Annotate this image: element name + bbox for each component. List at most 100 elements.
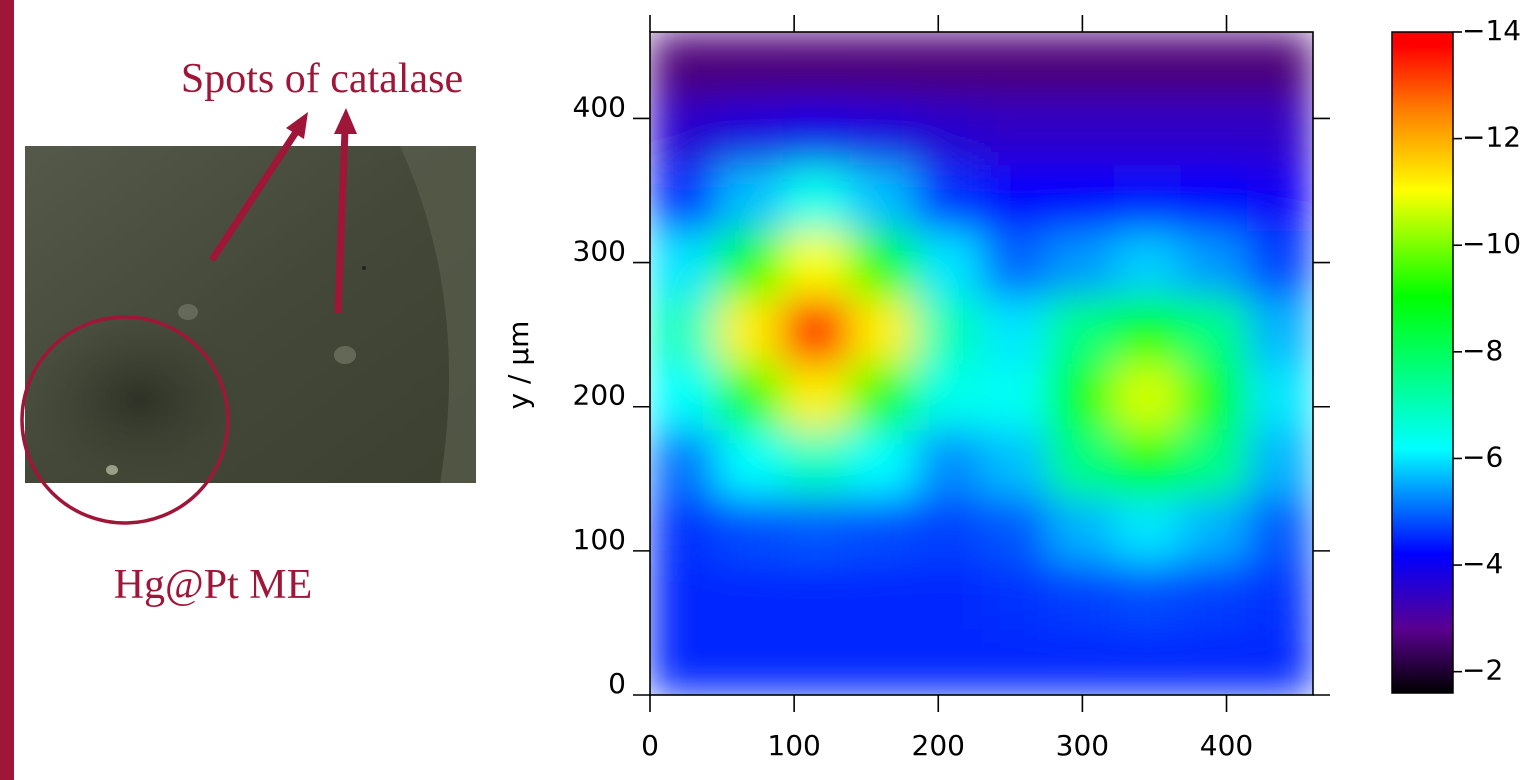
heat-cell [650, 429, 717, 497]
heat-cell [915, 628, 982, 695]
heat-cell [782, 628, 850, 695]
heat-cell [1246, 98, 1313, 166]
heat-cell [915, 32, 982, 99]
heat-cell [848, 496, 916, 563]
heat-cell [1047, 562, 1115, 630]
heat-cell [848, 164, 916, 232]
heat-cell [915, 297, 982, 364]
colorbar-tick-label: −12 [1462, 121, 1521, 154]
x-tick-label: 200 [912, 729, 965, 762]
colorbar-tick-label: −14 [1462, 14, 1521, 47]
heat-cell [716, 164, 784, 232]
heat-cell [1246, 562, 1313, 630]
heat-cell [650, 562, 717, 630]
heat-cell [1180, 562, 1248, 630]
heat-cell [1180, 628, 1248, 695]
colorbar-tick-label: −6 [1462, 440, 1503, 473]
heat-cell [1047, 628, 1115, 695]
heat-cell [650, 98, 717, 166]
heat-cell [650, 164, 717, 232]
heat-cell [650, 32, 717, 99]
heat-cell [1246, 297, 1313, 364]
heat-cell [716, 230, 784, 298]
heat-cell [1114, 297, 1181, 364]
heat-cell [1047, 98, 1115, 166]
heat-cell [716, 562, 784, 630]
heat-cell [1047, 363, 1115, 431]
heat-cell [1246, 363, 1313, 431]
heat-cell [782, 98, 850, 166]
heat-cell [848, 628, 916, 695]
heat-cell [650, 363, 717, 431]
heat-cell [1114, 363, 1181, 431]
heat-cell [848, 230, 916, 298]
heat-cell [1180, 230, 1248, 298]
heat-cell [915, 164, 982, 232]
x-tick-label: 0 [641, 729, 659, 762]
heat-cell [1246, 230, 1313, 298]
heat-cell [716, 32, 784, 99]
heat-cell [1180, 496, 1248, 563]
colorbar-tick-label: −2 [1462, 654, 1503, 687]
heat-cell [915, 562, 982, 630]
heat-cell [848, 98, 916, 166]
heat-cell [981, 496, 1049, 563]
electrode-circle [20, 315, 230, 525]
colorbar-tick-label: −4 [1462, 547, 1503, 580]
heat-cell [716, 98, 784, 166]
heat-cell [650, 628, 717, 695]
colorbar-tick-label: −8 [1462, 334, 1503, 367]
heatmap [650, 32, 1313, 695]
y-tick-label: 0 [608, 667, 626, 700]
heat-cell [848, 429, 916, 497]
heat-cell [915, 363, 982, 431]
x-tick-label: 100 [767, 729, 820, 762]
heat-cell [782, 230, 850, 298]
heat-cell [848, 562, 916, 630]
spots-label: Spots of catalase [181, 56, 463, 102]
heat-cell [1180, 297, 1248, 364]
heat-cell [716, 297, 784, 364]
heat-cell [1246, 429, 1313, 497]
heat-cell [1047, 32, 1115, 99]
heat-cell [1114, 628, 1181, 695]
heat-cell [716, 496, 784, 563]
heat-cell [981, 297, 1049, 364]
heat-cell [1114, 496, 1181, 563]
y-tick-label: 100 [573, 523, 626, 556]
y-tick-label: 200 [573, 379, 626, 412]
electrode-label: Hg@Pt ME [114, 562, 313, 608]
heat-cell [981, 32, 1049, 99]
y-tick-label: 300 [573, 235, 626, 268]
colorbar [1391, 31, 1454, 694]
heat-cell [1114, 562, 1181, 630]
heat-cell [1180, 429, 1248, 497]
heat-cell [848, 363, 916, 431]
heat-cell [716, 363, 784, 431]
heat-cell [981, 363, 1049, 431]
heat-cell [981, 230, 1049, 298]
heat-cell [1180, 164, 1248, 232]
heat-cell [848, 297, 916, 364]
heat-cell [1246, 496, 1313, 563]
heat-cell [915, 98, 982, 166]
heat-cell [782, 562, 850, 630]
heat-cell [782, 297, 850, 364]
heat-cell [981, 562, 1049, 630]
heat-cell [1114, 230, 1181, 298]
heat-cell [782, 32, 850, 99]
heat-cell [1047, 429, 1115, 497]
heat-cell [915, 230, 982, 298]
heat-cell [981, 628, 1049, 695]
heat-cell [1246, 32, 1313, 99]
heat-cell [782, 363, 850, 431]
heat-cell [848, 32, 916, 99]
plot-frame [649, 31, 1314, 696]
x-tick-label: 300 [1056, 729, 1109, 762]
heat-cell [981, 429, 1049, 497]
heat-cell [1114, 98, 1181, 166]
heat-cell [1047, 230, 1115, 298]
heat-cell [650, 297, 717, 364]
heat-cell [915, 496, 982, 563]
heat-cell [716, 429, 784, 497]
